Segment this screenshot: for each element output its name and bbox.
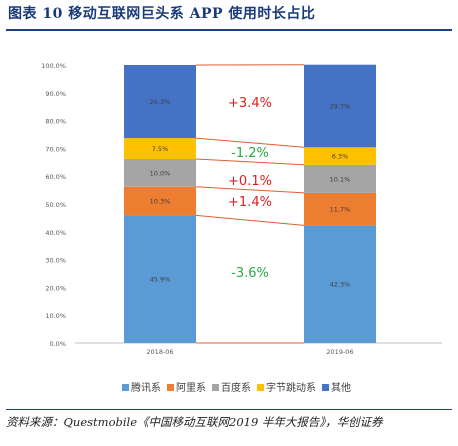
- bar-segment: [124, 158, 196, 187]
- bar-segment: [304, 225, 376, 343]
- y-tick-label: 0.0%: [49, 340, 66, 348]
- legend-swatch: [257, 384, 264, 391]
- bar-segment: [124, 186, 196, 216]
- data-label: 26.3%: [150, 98, 171, 106]
- x-tick-label: 2018-06: [146, 348, 173, 356]
- y-tick-label: 20.0%: [45, 284, 66, 292]
- legend-label: 百度系: [221, 381, 251, 394]
- bar-segment: [304, 164, 376, 193]
- bar-segment: [124, 138, 196, 159]
- change-annotation: -3.6%: [231, 266, 269, 281]
- data-label: 6.3%: [332, 153, 349, 161]
- bar-segment: [304, 64, 376, 148]
- data-label: 10.0%: [150, 169, 171, 177]
- data-label: 7.5%: [152, 145, 169, 153]
- connector-line: [195, 186, 305, 194]
- data-label: 10.3%: [150, 198, 171, 206]
- source-rule: [6, 409, 452, 410]
- y-tick-label: 100.0%: [41, 62, 66, 70]
- data-label: 29.7%: [330, 103, 351, 111]
- bar-segment: [304, 192, 376, 226]
- bar-segment: [124, 65, 196, 139]
- y-tick-label: 80.0%: [45, 118, 66, 126]
- change-annotation: +1.4%: [228, 195, 272, 210]
- figure-title: 图表 10 移动互联网巨头系 APP 使用时长占比: [8, 6, 316, 22]
- legend-label: 字节跳动系: [266, 381, 316, 394]
- y-tick-label: 60.0%: [45, 173, 66, 181]
- change-annotation: +3.4%: [228, 96, 272, 111]
- source-note: 资料来源：Questmobile《中国移动互联网2019 半年大报告》，华创证券: [6, 415, 383, 429]
- data-label: 11.7%: [330, 206, 351, 214]
- legend-label: 其他: [331, 381, 351, 394]
- legend-label: 腾讯系: [131, 381, 161, 394]
- change-annotation: -1.2%: [231, 146, 269, 161]
- stacked-bar-chart: 0.0% 10.0% 20.0% 30.0% 40.0% 50.0% 60.0% 70.0% 8…: [41, 62, 442, 394]
- y-tick-label: 70.0%: [45, 145, 66, 153]
- connector-line: [195, 158, 305, 166]
- data-label: 10.1%: [330, 175, 351, 183]
- legend-label: 阿里系: [176, 382, 206, 394]
- connector-line: [195, 137, 305, 148]
- y-tick-label: 30.0%: [45, 257, 66, 265]
- bar-segment: [304, 147, 376, 165]
- bar-segment: [124, 215, 196, 343]
- legend-swatch: [212, 384, 219, 391]
- x-tick-label: 2019-06: [326, 348, 353, 356]
- legend-swatch: [167, 384, 174, 391]
- y-tick-label: 90.0%: [45, 90, 66, 98]
- connector-line: [195, 214, 305, 226]
- y-tick-label: 10.0%: [45, 312, 66, 320]
- data-label: 45.9%: [150, 276, 171, 284]
- y-tick-label: 50.0%: [45, 201, 66, 209]
- y-tick-label: 40.0%: [45, 229, 66, 237]
- change-annotation: +0.1%: [228, 174, 272, 189]
- data-label: 42.3%: [330, 281, 351, 289]
- title-rule: [6, 29, 452, 31]
- legend-swatch: [122, 384, 129, 391]
- legend-swatch: [322, 384, 329, 391]
